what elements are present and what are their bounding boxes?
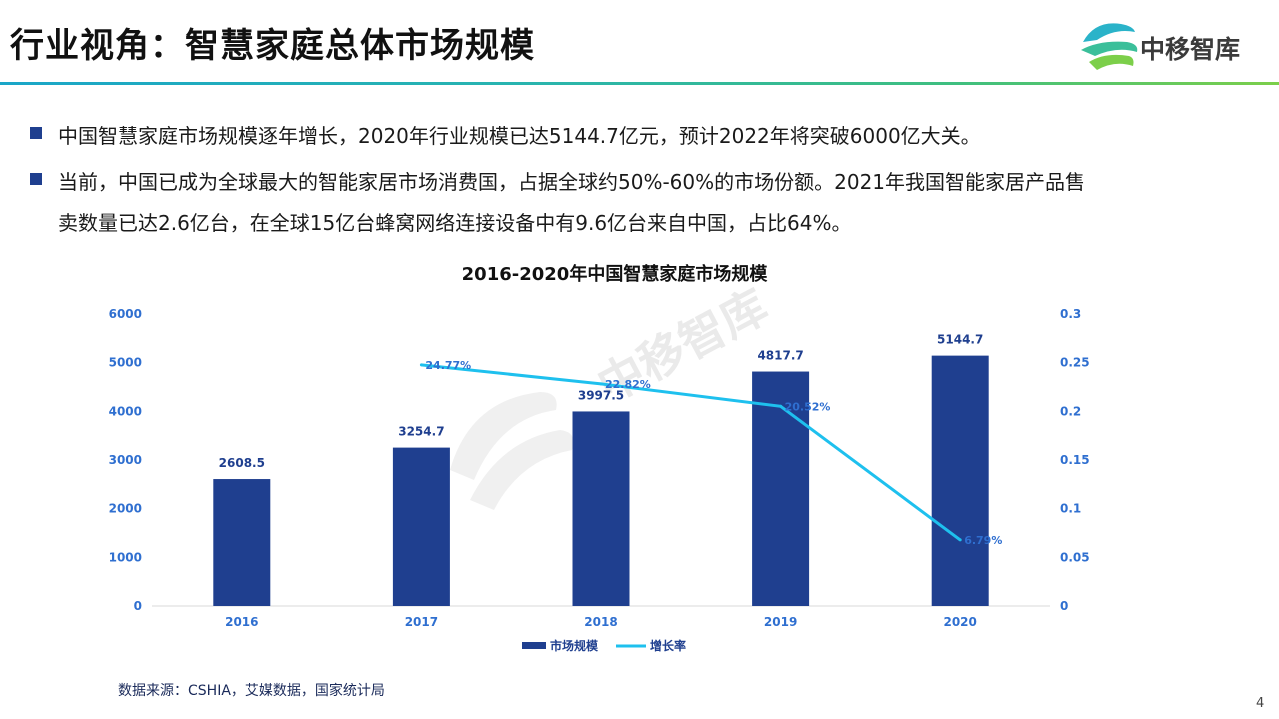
bar — [392, 447, 450, 606]
brand-name: 中移智库 — [1140, 35, 1241, 64]
bullet-text-1: 中国智慧家庭市场规模逐年增长，2020年行业规模已达5144.7亿元，预计202… — [58, 124, 981, 148]
bullet-marker — [30, 127, 42, 139]
bullet-text-2-cont: 卖数量已达2.6亿台，在全球15亿台蜂窝网络连接设备中有9.6亿台来自中国，占比… — [58, 211, 852, 235]
y-right-tick-label: 0 — [1060, 599, 1068, 613]
bar-data-label: 4817.7 — [757, 349, 803, 363]
x-tick-label: 2020 — [943, 615, 976, 629]
bullet-marker — [30, 173, 42, 185]
brand-logo — [1075, 14, 1265, 76]
y-right-tick-label: 0.15 — [1060, 453, 1090, 467]
bar-data-label: 2608.5 — [219, 456, 265, 470]
line-data-label: 6.79% — [964, 534, 1002, 547]
y-left-tick-label: 1000 — [109, 550, 142, 564]
growth-rate-point — [779, 404, 783, 408]
bar — [213, 479, 271, 606]
y-left-tick-label: 6000 — [109, 307, 142, 321]
legend-label-bar: 市场规模 — [550, 638, 599, 653]
line-data-label: 24.77% — [425, 359, 471, 372]
x-tick-label: 2018 — [584, 615, 617, 629]
bar — [752, 371, 810, 606]
watermark-icon — [470, 430, 574, 510]
legend-label-line: 增长率 — [650, 638, 686, 653]
y-right-tick-label: 0.25 — [1060, 356, 1090, 370]
chart-title: 2016-2020年中国智慧家庭市场规模 — [461, 264, 768, 285]
bullet-text-2: 当前，中国已成为全球最大的智能家居市场消费国，占据全球约50%-60%的市场份额… — [58, 170, 1086, 194]
y-right-tick-label: 0.3 — [1060, 307, 1081, 321]
page-number: 4 — [1256, 696, 1265, 711]
line-data-label: 20.52% — [785, 400, 831, 413]
watermark-icon — [450, 392, 557, 480]
growth-rate-line — [421, 363, 962, 542]
x-tick-label: 2016 — [225, 615, 258, 629]
y-right-tick-label: 0.05 — [1060, 550, 1090, 564]
bar — [572, 411, 630, 606]
y-left-tick-label: 0 — [134, 599, 142, 613]
y-left-tick-label: 4000 — [109, 404, 142, 418]
y-right-tick-label: 0.2 — [1060, 404, 1081, 418]
source-note: 数据来源：CSHIA，艾媒数据，国家统计局 — [118, 683, 385, 699]
bar-data-label: 3254.7 — [398, 425, 444, 439]
growth-rate-point — [599, 382, 603, 386]
y-left-tick-label: 5000 — [109, 356, 142, 370]
growth-rate-point — [419, 363, 423, 367]
y-left-tick-label: 3000 — [109, 453, 142, 467]
legend-swatch-bar — [522, 642, 546, 649]
y-left-tick-label: 2000 — [109, 502, 142, 516]
header-divider — [0, 82, 1279, 85]
growth-rate-point — [958, 538, 962, 542]
page-title: 行业视角：智慧家庭总体市场规模 — [10, 26, 535, 66]
bar-data-label: 3997.5 — [578, 388, 624, 402]
line-data-label: 22.82% — [605, 378, 651, 391]
x-tick-label: 2017 — [405, 615, 438, 629]
y-right-tick-label: 0.1 — [1060, 502, 1081, 516]
brand-logo-icon — [1081, 23, 1138, 70]
bar — [931, 355, 989, 606]
x-tick-label: 2019 — [764, 615, 797, 629]
bar-data-label: 5144.7 — [937, 333, 983, 347]
